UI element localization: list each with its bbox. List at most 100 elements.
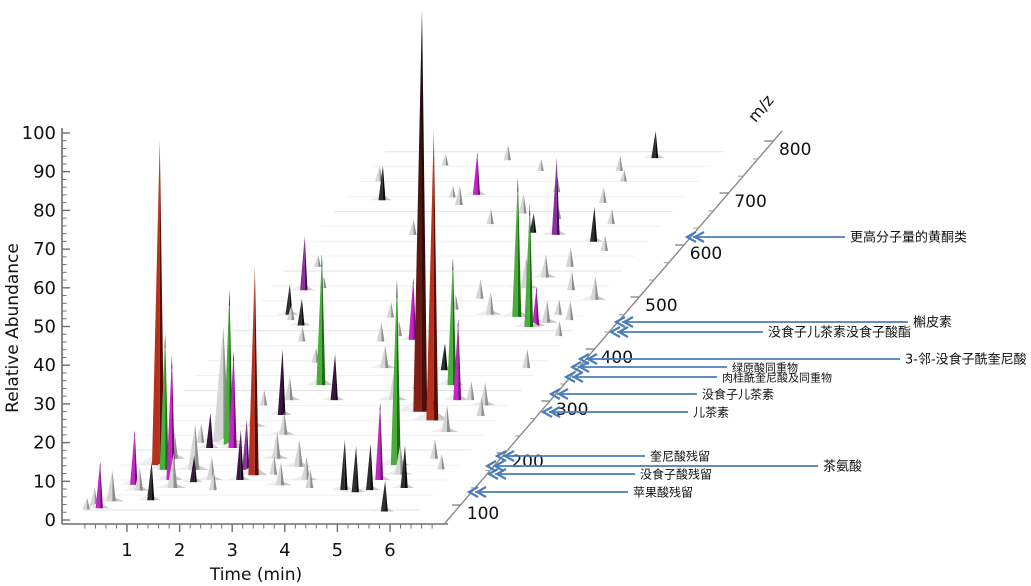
peak-right-face (240, 429, 244, 481)
compound-peak (181, 455, 203, 483)
peak-left-face (228, 351, 234, 449)
arrowhead-icon (621, 316, 634, 328)
peak-right-face (605, 235, 609, 251)
peak-right-face (229, 290, 233, 445)
peak-right-face (422, 9, 428, 412)
peak-right-face (301, 298, 305, 326)
peak-right-face (87, 497, 90, 510)
peak-right-face (558, 207, 562, 219)
peak-right-face (304, 236, 308, 291)
compound-peak (642, 130, 665, 159)
peak-right-face (321, 253, 326, 386)
peak-right-face (490, 208, 494, 225)
peak-right-face (477, 152, 481, 195)
compound-annotation: 肉桂酰奎尼酸及同重物 (563, 371, 832, 385)
background-peak (615, 155, 623, 171)
compound-annotation: 绿原酸同重物 (569, 361, 798, 375)
peak-right-face (379, 166, 383, 182)
peak-right-face (556, 157, 560, 235)
peak-left-face (447, 257, 453, 386)
peak-left-face (259, 389, 265, 406)
peak-right-face (277, 431, 281, 459)
arrowhead-icon (474, 486, 487, 498)
peak-tip (457, 318, 459, 327)
peak-right-face (603, 187, 607, 203)
background-peak (173, 423, 210, 470)
peak-left-face (277, 349, 283, 415)
compound-annotation: 苹果酸残留 (466, 485, 693, 500)
background-peak (565, 247, 574, 267)
compound-peak (501, 177, 530, 317)
time-tick-label: 6 (384, 540, 395, 561)
peak-left-face (503, 144, 509, 161)
peak-left-face (472, 152, 478, 195)
annotation-label: 没食子酸残留 (640, 467, 712, 482)
abundance-tick-label: 90 (33, 162, 56, 183)
compound-peak (529, 213, 537, 233)
peak-left-face (269, 455, 275, 475)
peak-right-face (381, 322, 385, 342)
compound-peak (513, 203, 541, 328)
peak-tip (228, 290, 230, 306)
compound-peak (369, 165, 392, 201)
peak-left-face (189, 455, 195, 483)
peak-left-face (441, 404, 447, 433)
peak-left-face (554, 320, 560, 337)
background-peak (454, 185, 463, 205)
background-peak (430, 439, 438, 459)
peak-left-face (518, 194, 524, 214)
peak-left-face (453, 318, 459, 401)
peak-tip (536, 287, 537, 292)
compound-annotation: 没食子儿茶素没食子酸酯 (608, 325, 911, 341)
peak-right-face (624, 169, 627, 182)
compound-peak (356, 443, 380, 491)
peak-right-face (264, 389, 268, 406)
background-peak (386, 301, 395, 318)
background-peak (123, 467, 151, 491)
peak-left-face (311, 347, 317, 363)
background-peak (566, 270, 575, 291)
peak-left-face (316, 253, 322, 386)
mz-tick-label: 800 (779, 140, 811, 160)
peak-left-face (375, 402, 381, 481)
peak-left-face (147, 461, 152, 501)
peak-left-face (426, 130, 434, 421)
peak-left-face (188, 423, 196, 470)
peak-left-face (313, 255, 319, 267)
compound-peak (155, 356, 183, 481)
peak-right-face (299, 439, 303, 467)
abundance-tick-label: 70 (33, 239, 56, 260)
abundance-tick-label: 10 (33, 471, 56, 492)
abundance-tick-label: 0 (45, 510, 56, 531)
compound-annotation: 槲皮素 (613, 316, 952, 331)
y-axis-title: Relative Abundance (3, 243, 23, 413)
peak-left-face (286, 304, 292, 321)
peak-left-face (301, 456, 307, 481)
peak-right-face (445, 153, 449, 166)
annotation-label: 没食子儿茶素 (702, 387, 774, 402)
peak-left-face (159, 334, 166, 470)
peak-right-face (210, 413, 214, 449)
compound-peak (86, 461, 110, 509)
peak-tip (99, 461, 101, 467)
background-peak (475, 279, 484, 299)
peak-right-face (557, 176, 561, 193)
peak-left-face (541, 299, 548, 323)
peak-right-face (134, 430, 138, 485)
peak-tip (134, 430, 135, 437)
peak-right-face (310, 468, 314, 489)
arrowhead-icon (466, 486, 479, 498)
arrowhead-icon (613, 316, 626, 328)
abundance-axis: 0 10 20 30 40 50 60 70 80 90 100 (22, 123, 70, 531)
peak-right-face (335, 353, 338, 401)
compound-peak (227, 429, 250, 481)
annotation-label: 3-邻-没食子酰奎尼酸 (905, 352, 1027, 368)
abundance-tick-label: 30 (33, 394, 56, 415)
arrowhead-icon (616, 326, 629, 338)
peak-left-face (540, 254, 546, 278)
peak-left-face (413, 9, 422, 412)
peak-left-face (615, 155, 621, 171)
peak-left-face (485, 291, 491, 315)
time-tick-label: 4 (279, 540, 290, 561)
peak-tip (379, 402, 381, 411)
